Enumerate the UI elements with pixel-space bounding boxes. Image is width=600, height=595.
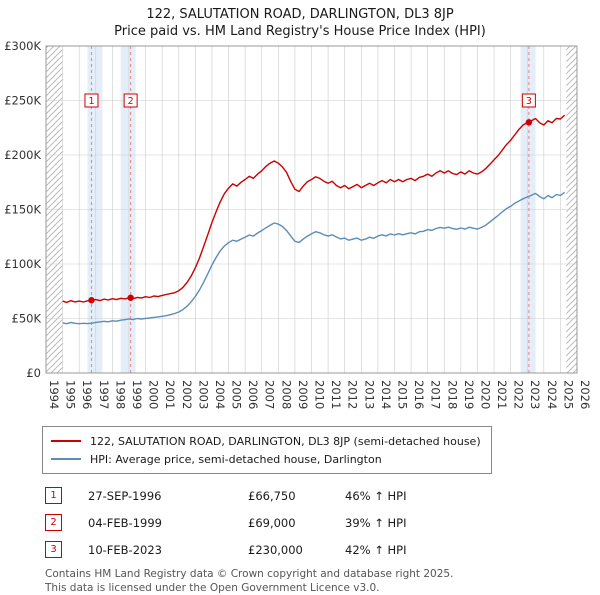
x-axis-label: 1997: [97, 380, 111, 409]
x-axis-label: 1999: [130, 380, 144, 409]
x-axis-label: 1998: [113, 380, 127, 409]
x-axis-label: 2024: [545, 380, 559, 409]
sale-marker-number: 2: [128, 96, 134, 107]
x-axis-label: 2020: [478, 380, 492, 409]
x-axis-label: 2013: [362, 380, 376, 409]
footer-line-1: Contains HM Land Registry data © Crown c…: [45, 568, 454, 580]
x-axis-label: 2010: [313, 380, 327, 409]
x-axis-label: 2018: [445, 380, 459, 409]
x-axis-label: 2002: [180, 380, 194, 409]
transaction-date: 10-FEB-2023: [88, 542, 162, 557]
x-axis-label: 1996: [80, 380, 94, 409]
x-axis-label: 2008: [279, 380, 293, 409]
hpi-line-sample: [51, 458, 81, 460]
x-axis-label: 2001: [163, 380, 177, 409]
y-axis-label: £200K: [4, 148, 41, 162]
transaction-row: 1 27-SEP-1996 £66,750 46% ↑ HPI: [45, 487, 600, 504]
transaction-hpi-delta: 39% ↑ HPI: [345, 515, 407, 530]
x-axis-label: 2004: [213, 380, 227, 409]
x-axis-label: 2009: [296, 380, 310, 409]
transaction-row: 2 04-FEB-1999 £69,000 39% ↑ HPI: [45, 514, 600, 531]
x-axis-label: 2017: [429, 380, 443, 409]
transaction-marker-2: 2: [45, 514, 62, 531]
page-title: 122, SALUTATION ROAD, DARLINGTON, DL3 8J…: [146, 7, 454, 22]
sale-marker-box: [84, 93, 99, 108]
legend-label: HPI: Average price, semi-detached house,…: [90, 452, 382, 466]
x-axis-label: 1995: [64, 380, 78, 409]
x-axis-label: 2015: [395, 380, 409, 409]
transaction-row: 3 10-FEB-2023 £230,000 42% ↑ HPI: [45, 541, 600, 558]
transaction-hpi-delta: 42% ↑ HPI: [345, 542, 407, 557]
x-axis-label: 2025: [561, 380, 575, 409]
transaction-date: 27-SEP-1996: [88, 488, 162, 503]
x-axis-label: 2011: [329, 380, 343, 409]
x-axis-label: 2022: [512, 380, 526, 409]
x-axis-label: 2014: [379, 380, 393, 409]
price-paid-line-sample: [51, 440, 81, 442]
price-paid-line: [62, 114, 566, 304]
sale-point-marker: [88, 297, 95, 304]
x-axis-label: 2023: [528, 380, 542, 409]
transaction-price: £230,000: [248, 542, 303, 557]
legend-item-hpi: HPI: Average price, semi-detached house,…: [51, 450, 483, 468]
x-axis-label: 2021: [495, 380, 509, 409]
x-axis-label: 2000: [147, 380, 161, 409]
y-axis-label: £50K: [12, 312, 42, 326]
transaction-price: £66,750: [248, 488, 296, 503]
page-subtitle: Price paid vs. HM Land Registry's House …: [114, 24, 486, 39]
x-axis-label: 2003: [196, 380, 210, 409]
sale-marker-number: 3: [526, 96, 532, 107]
transaction-marker-3: 3: [45, 541, 62, 558]
hpi-line: [62, 191, 566, 325]
plot-border: [45, 45, 578, 374]
x-axis-label: 2007: [263, 380, 277, 409]
chart-legend: 122, SALUTATION ROAD, DARLINGTON, DL3 8J…: [42, 426, 492, 474]
sale-marker-box: [123, 93, 138, 108]
x-axis-label: 2016: [412, 380, 426, 409]
transaction-hpi-delta: 46% ↑ HPI: [345, 488, 407, 503]
x-axis-label: 2019: [462, 380, 476, 409]
x-axis-label: 2026: [578, 380, 592, 409]
legend-item-price-paid: 122, SALUTATION ROAD, DARLINGTON, DL3 8J…: [51, 432, 483, 450]
y-axis-label: £0: [26, 366, 41, 380]
sale-point-marker: [525, 119, 533, 126]
transaction-marker-1: 1: [45, 487, 62, 504]
y-axis-label: £100K: [4, 257, 41, 271]
y-axis-label: £150K: [4, 203, 41, 217]
price-chart-container: £0 £50K £100K £150K £200K £250K £300K 1994 1995 1…: [0, 40, 600, 420]
footer-line-2: This data is licensed under the Open Gov…: [45, 581, 380, 594]
legend-label: 122, SALUTATION ROAD, DARLINGTON, DL3 8J…: [90, 434, 481, 448]
chart-header: 122, SALUTATION ROAD, DARLINGTON, DL3 8J…: [0, 0, 600, 40]
transaction-list: 1 27-SEP-1996 £66,750 46% ↑ HPI 2 04-FEB…: [45, 487, 600, 558]
x-axis-label: 2006: [246, 380, 260, 409]
transaction-price: £69,000: [248, 515, 296, 530]
sale-marker-number: 1: [88, 96, 94, 107]
y-axis-label: £300K: [4, 40, 41, 53]
y-axis-label: £250K: [4, 94, 41, 108]
transaction-date: 04-FEB-1999: [88, 515, 162, 530]
sale-marker-box: [521, 93, 536, 108]
sale-point-marker: [127, 294, 134, 301]
x-axis-label: 1994: [47, 380, 61, 409]
x-axis-label: 2005: [230, 380, 244, 409]
x-axis-label: 2012: [346, 380, 360, 409]
license-footer: Contains HM Land Registry data © Crown c…: [45, 568, 600, 595]
